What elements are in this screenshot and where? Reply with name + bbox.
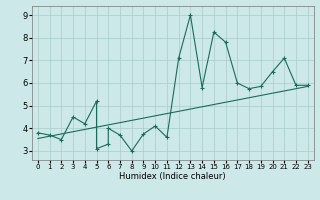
X-axis label: Humidex (Indice chaleur): Humidex (Indice chaleur) bbox=[119, 172, 226, 181]
